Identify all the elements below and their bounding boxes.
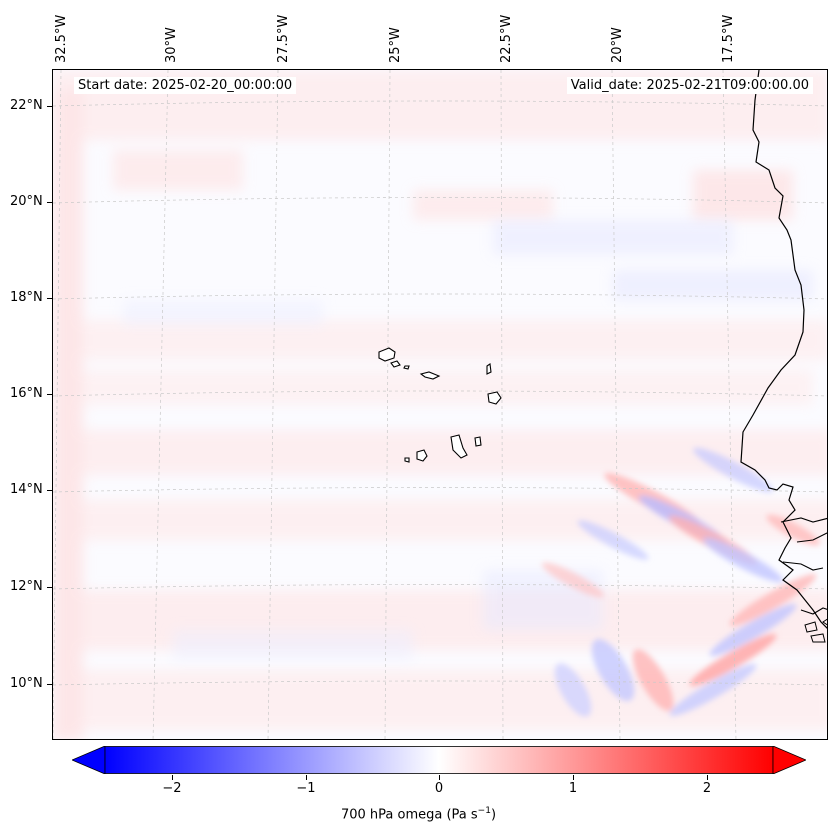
tick-left-22n	[47, 106, 52, 107]
island-sao-nicolau	[419, 371, 441, 380]
colorbar-tick-label-minus1: −1	[296, 781, 316, 796]
negative-omega-patches	[123, 220, 813, 660]
lat-label-12n: 12°N	[10, 579, 43, 594]
wave-pattern	[541, 447, 820, 717]
omega-field-map	[53, 70, 827, 739]
tick-left-14n	[47, 490, 52, 491]
island-fogo	[416, 449, 428, 462]
colorbar-tick-minus1	[306, 775, 307, 780]
tick-left-18n	[47, 298, 52, 299]
tick-left-20n	[47, 202, 52, 203]
africa-coastline	[740, 70, 827, 629]
lat-label-22n: 22°N	[10, 98, 43, 113]
tick-left-10n	[47, 684, 52, 685]
island-santa-luzia	[403, 365, 410, 370]
island-maio	[474, 436, 482, 447]
colorbar-tick-label-2: 2	[702, 781, 712, 796]
coastline-detail	[780, 517, 827, 615]
colorbar-tick-2	[707, 775, 708, 780]
island-brava	[404, 457, 410, 463]
colorbar-tick-minus2	[172, 775, 173, 780]
colorbar-tick-label-0: 0	[434, 781, 444, 796]
lon-label-22-5w: 22.5°W	[499, 14, 514, 63]
lat-label-16n: 16°N	[10, 386, 43, 401]
colorbar	[70, 745, 808, 775]
island-santo-antao	[378, 347, 396, 362]
colorbar-extend-min	[70, 745, 106, 775]
colorbar-tick-1	[573, 775, 574, 780]
colorbar-svg	[70, 745, 808, 775]
lat-label-10n: 10°N	[10, 676, 43, 691]
tick-left-12n	[47, 587, 52, 588]
island-boa-vista	[487, 391, 502, 405]
lat-label-18n: 18°N	[10, 290, 43, 305]
colorbar-tick-label-minus2: −2	[162, 781, 182, 796]
lon-label-30w: 30°W	[164, 27, 179, 63]
colorbar-tick-label-1: 1	[568, 781, 578, 796]
lon-label-25w: 25°W	[388, 27, 403, 63]
lat-label-20n: 20°N	[10, 194, 43, 209]
colorbar-label: 700 hPa omega (Pa s−1)	[0, 806, 837, 822]
colorbar-body	[104, 746, 774, 774]
cape-verde-islands	[378, 347, 502, 463]
colorbar-label-exponent: −1	[477, 806, 491, 816]
bijagos-islands	[804, 618, 827, 643]
lat-label-14n: 14°N	[10, 482, 43, 497]
lon-label-20w: 20°W	[610, 27, 625, 63]
graticule	[53, 70, 827, 739]
lon-label-17-5w: 17.5°W	[721, 14, 736, 63]
start-date-label: Start date: 2025-02-20_00:00:00	[74, 77, 297, 94]
colorbar-tick-0	[439, 775, 440, 780]
map-panel[interactable]	[52, 69, 828, 740]
island-santiago	[450, 434, 468, 459]
island-sao-vicente	[390, 360, 401, 368]
valid-date-label: Valid_date: 2025-02-21T09:00:00.00	[566, 77, 813, 94]
lon-label-27-5w: 27.5°W	[276, 14, 291, 63]
colorbar-extend-max	[772, 745, 808, 775]
tick-left-16n	[47, 394, 52, 395]
colorbar-label-main: 700 hPa omega (Pa s	[340, 807, 478, 823]
lon-label-32-5w: 32.5°W	[54, 14, 69, 63]
island-sal	[486, 363, 492, 375]
colorbar-label-close: )	[490, 807, 497, 823]
